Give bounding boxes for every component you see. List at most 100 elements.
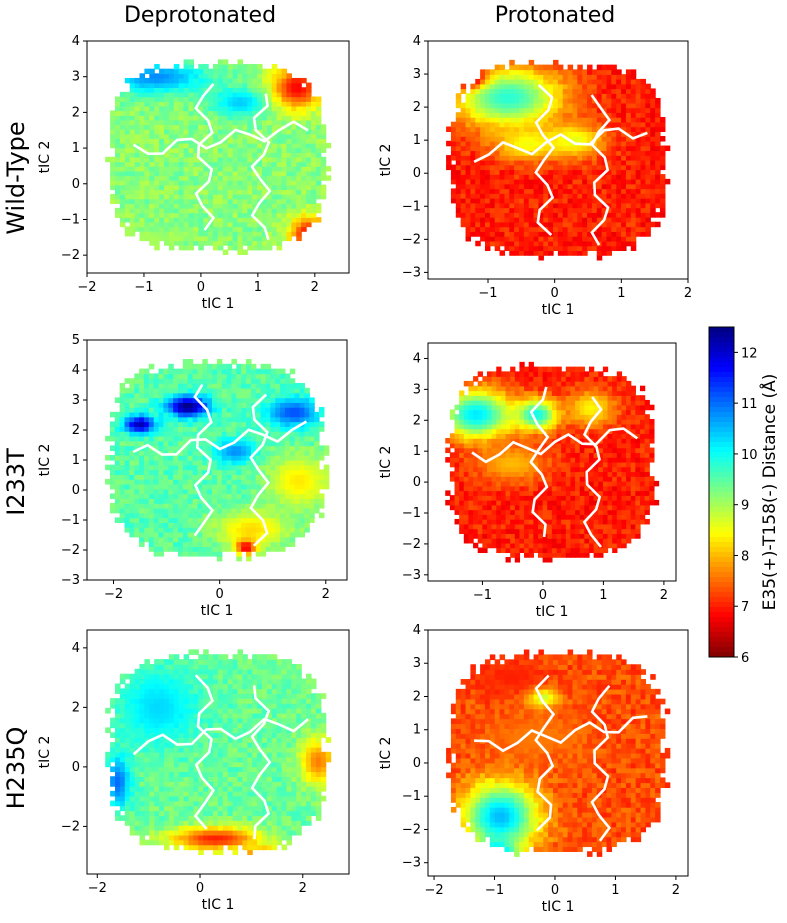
heatmap-cell	[250, 546, 257, 552]
heatmap-cell	[533, 159, 540, 166]
heatmap-cell	[187, 474, 194, 480]
heatmap-cell	[144, 147, 150, 153]
heatmap-cell	[149, 240, 155, 246]
heatmap-cell	[148, 493, 155, 499]
heatmap-cell	[143, 378, 150, 384]
heatmap-cell	[587, 164, 593, 171]
heatmap-cell	[144, 82, 150, 88]
heatmap-cell	[504, 93, 510, 99]
heatmap-cell	[231, 431, 237, 437]
heatmap-cell	[105, 156, 111, 163]
heatmap-cell	[625, 121, 632, 128]
heatmap-cell	[463, 442, 470, 449]
heatmap-cell	[222, 115, 229, 121]
heatmap-cell	[280, 383, 286, 389]
heatmap-cell	[459, 476, 465, 482]
heatmap-cell	[281, 115, 288, 121]
heatmap-cell	[625, 159, 632, 166]
heatmap-cell	[572, 178, 578, 185]
heatmap-cell	[183, 133, 190, 140]
heatmap-cell	[582, 212, 588, 218]
heatmap-cell	[164, 240, 170, 246]
heatmap-cell	[519, 174, 525, 180]
heatmap-cell	[538, 107, 544, 113]
heatmap-cell	[281, 138, 288, 144]
heatmap-cell	[124, 503, 131, 509]
heatmap-cell	[577, 235, 583, 242]
heatmap-cell	[475, 207, 481, 213]
heatmap-cell	[315, 152, 322, 158]
heatmap-cell	[504, 212, 510, 218]
heatmap-cell	[158, 368, 165, 375]
heatmap-cell	[587, 216, 593, 223]
heatmap-cell	[193, 152, 199, 158]
heatmap-cell	[459, 514, 465, 520]
heatmap-cell	[139, 392, 145, 399]
heatmap-cell	[216, 397, 223, 403]
heatmap-cell	[168, 517, 174, 523]
heatmap-cell	[465, 193, 472, 199]
heatmap-cell	[455, 188, 462, 194]
heatmap-cell	[533, 183, 540, 190]
heatmap-cell	[577, 221, 583, 228]
heatmap-cell	[528, 88, 535, 94]
heatmap-cell	[271, 82, 278, 88]
heatmap-cell	[271, 175, 278, 181]
heatmap-cell	[271, 96, 278, 102]
heatmap-cell	[280, 450, 286, 456]
heatmap-cell	[139, 378, 145, 384]
heatmap-cell	[454, 452, 460, 458]
heatmap-cell	[124, 407, 131, 413]
heatmap-cell	[291, 101, 297, 107]
heatmap-cell	[470, 174, 476, 180]
heatmap-cell	[519, 231, 525, 237]
heatmap-cell	[227, 212, 234, 218]
heatmap-cell	[301, 203, 307, 209]
heatmap-cell	[119, 421, 126, 427]
heatmap-cell	[173, 392, 179, 399]
heatmap-cell	[241, 392, 247, 399]
heatmap-cell	[299, 507, 306, 514]
heatmap-cell	[465, 121, 472, 128]
heatmap-cell	[577, 112, 583, 118]
heatmap-cell	[134, 212, 141, 218]
heatmap-cell	[562, 102, 569, 109]
heatmap-cell	[203, 212, 209, 218]
heatmap-cell	[134, 124, 141, 130]
heatmap-cell	[197, 445, 203, 451]
heatmap-cell	[134, 407, 140, 413]
heatmap-cell	[645, 131, 651, 137]
heatmap-cell	[557, 197, 564, 204]
heatmap-cell	[468, 504, 474, 511]
heatmap-cell	[601, 193, 608, 199]
heatmap-cell	[281, 193, 288, 200]
heatmap-cell	[294, 411, 301, 418]
heatmap-cell	[222, 124, 229, 130]
heatmap-cell	[134, 483, 140, 490]
heatmap-cell	[606, 69, 612, 75]
heatmap-cell	[606, 131, 612, 137]
heatmap-cell	[484, 83, 491, 90]
heatmap-cell	[616, 121, 622, 128]
heatmap-cell	[645, 97, 651, 104]
y-tick-label: −1	[61, 513, 80, 528]
heatmap-cell	[587, 112, 593, 118]
heatmap-cell	[499, 188, 506, 194]
heatmap-cell	[611, 202, 617, 209]
heatmap-cell	[538, 193, 544, 199]
heatmap-cell	[655, 126, 661, 133]
heatmap-cell	[236, 440, 242, 447]
heatmap-cell	[144, 152, 150, 158]
heatmap-cell	[621, 131, 627, 137]
heatmap-cell	[577, 64, 583, 71]
heatmap-cell	[124, 488, 131, 495]
heatmap-cell	[129, 498, 135, 504]
heatmap-cell	[601, 221, 608, 228]
heatmap-cell	[247, 64, 253, 70]
heatmap-cell	[265, 402, 271, 408]
x-tick-label: −1	[134, 280, 153, 295]
heatmap-cell	[217, 101, 224, 107]
heatmap-cell	[216, 387, 223, 394]
heatmap-cell	[635, 140, 642, 147]
heatmap-cell	[299, 435, 306, 442]
